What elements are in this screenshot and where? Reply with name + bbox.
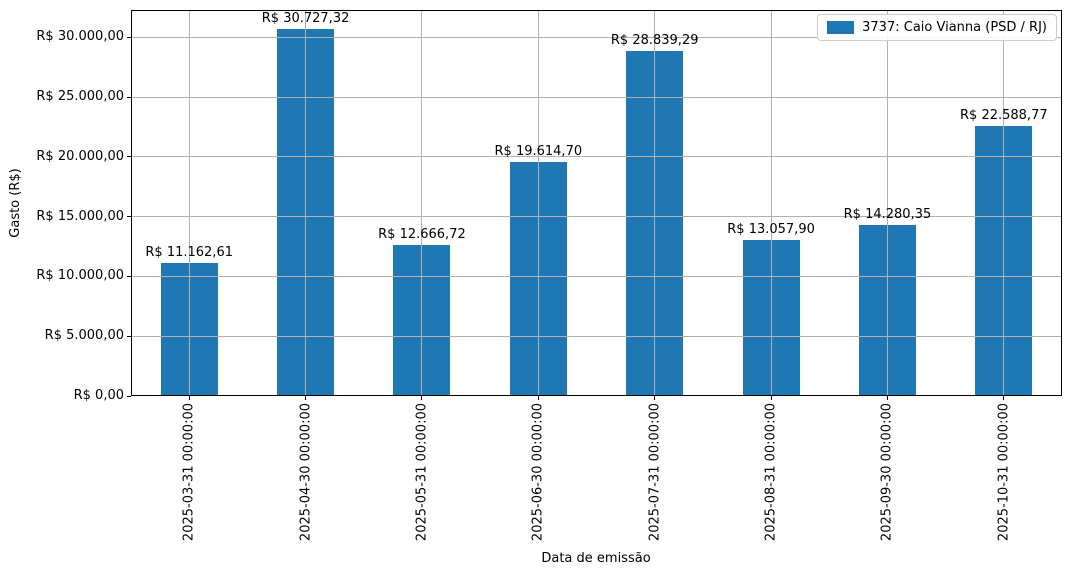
- gridline-y: [131, 216, 1062, 218]
- x-tick-label: 2025-09-30 00:00:00: [879, 403, 895, 542]
- y-tick-mark: [127, 275, 131, 277]
- x-tick-label: 2025-07-31 00:00:00: [647, 403, 663, 542]
- bar-value-label: R$ 28.839,29: [610, 33, 699, 49]
- y-axis-title: Gasto (R$): [8, 168, 23, 238]
- bar-value-label: R$ 13.057,90: [727, 221, 815, 237]
- y-tick-mark: [127, 156, 131, 158]
- gridline-x: [305, 10, 307, 396]
- y-tick-label: R$ 15.000,00: [36, 208, 124, 224]
- y-tick-label: R$ 30.000,00: [36, 29, 124, 45]
- x-tick-mark: [421, 396, 423, 400]
- gridline-y: [131, 335, 1062, 337]
- gridline-x: [654, 10, 656, 396]
- y-tick-label: R$ 0,00: [73, 388, 124, 403]
- gridline-x: [421, 10, 423, 396]
- x-tick-label: 2025-03-31 00:00:00: [181, 403, 197, 542]
- y-tick-label: R$ 20.000,00: [36, 148, 124, 164]
- gridline-x: [886, 10, 888, 396]
- gridline-y: [131, 96, 1062, 98]
- y-tick-mark: [127, 96, 131, 98]
- x-tick-label: 2025-06-30 00:00:00: [530, 403, 546, 542]
- bar-value-label: R$ 12.666,72: [378, 226, 466, 242]
- x-tick-label: 2025-10-31 00:00:00: [996, 403, 1012, 542]
- gridline-y: [131, 275, 1062, 277]
- y-tick-mark: [127, 36, 131, 38]
- gridline-x: [770, 10, 772, 396]
- x-tick-mark: [886, 396, 888, 400]
- legend: 3737: Caio Vianna (PSD / RJ): [817, 14, 1057, 41]
- x-tick-label: 2025-08-31 00:00:00: [763, 403, 779, 542]
- bar-value-label: R$ 22.588,77: [960, 108, 1048, 124]
- x-axis-title: Data de emissão: [541, 551, 651, 566]
- x-tick-mark: [770, 396, 772, 400]
- x-tick-mark: [188, 396, 190, 400]
- gridline-x: [188, 10, 190, 396]
- y-tick-label: R$ 10.000,00: [36, 268, 124, 284]
- value-labels-layer: R$ 11.162,61 R$ 30.727,32 R$ 12.666,72 R$ 1…: [131, 10, 1062, 396]
- y-tick-mark: [127, 335, 131, 337]
- grid-layer: [131, 10, 1062, 396]
- y-tick-label: R$ 5.000,00: [44, 328, 124, 344]
- x-tick-mark: [654, 396, 656, 400]
- legend-swatch: [827, 21, 855, 34]
- gridline-x: [537, 10, 539, 396]
- legend-label: 3737: Caio Vianna (PSD / RJ): [862, 20, 1047, 35]
- x-tick-mark: [1003, 396, 1005, 400]
- gridline-y: [131, 36, 1062, 38]
- y-tick-label: R$ 25.000,00: [36, 89, 124, 105]
- bar-value-label: R$ 19.614,70: [494, 143, 583, 159]
- gridline-x: [1003, 10, 1005, 396]
- bar-value-label: R$ 30.727,32: [261, 10, 350, 26]
- bar-value-label: R$ 11.162,61: [145, 244, 233, 260]
- x-tick-mark: [537, 396, 539, 400]
- plot-area: R$ 11.162,61 R$ 30.727,32 R$ 12.666,72 R$ 1…: [131, 10, 1062, 396]
- x-tick-label: 2025-05-31 00:00:00: [414, 403, 430, 542]
- y-tick-mark: [127, 395, 131, 397]
- x-tick-mark: [305, 396, 307, 400]
- y-tick-mark: [127, 216, 131, 218]
- x-tick-label: 2025-04-30 00:00:00: [298, 403, 314, 542]
- gridline-y: [131, 156, 1062, 158]
- bar-value-label: R$ 14.280,35: [843, 207, 932, 223]
